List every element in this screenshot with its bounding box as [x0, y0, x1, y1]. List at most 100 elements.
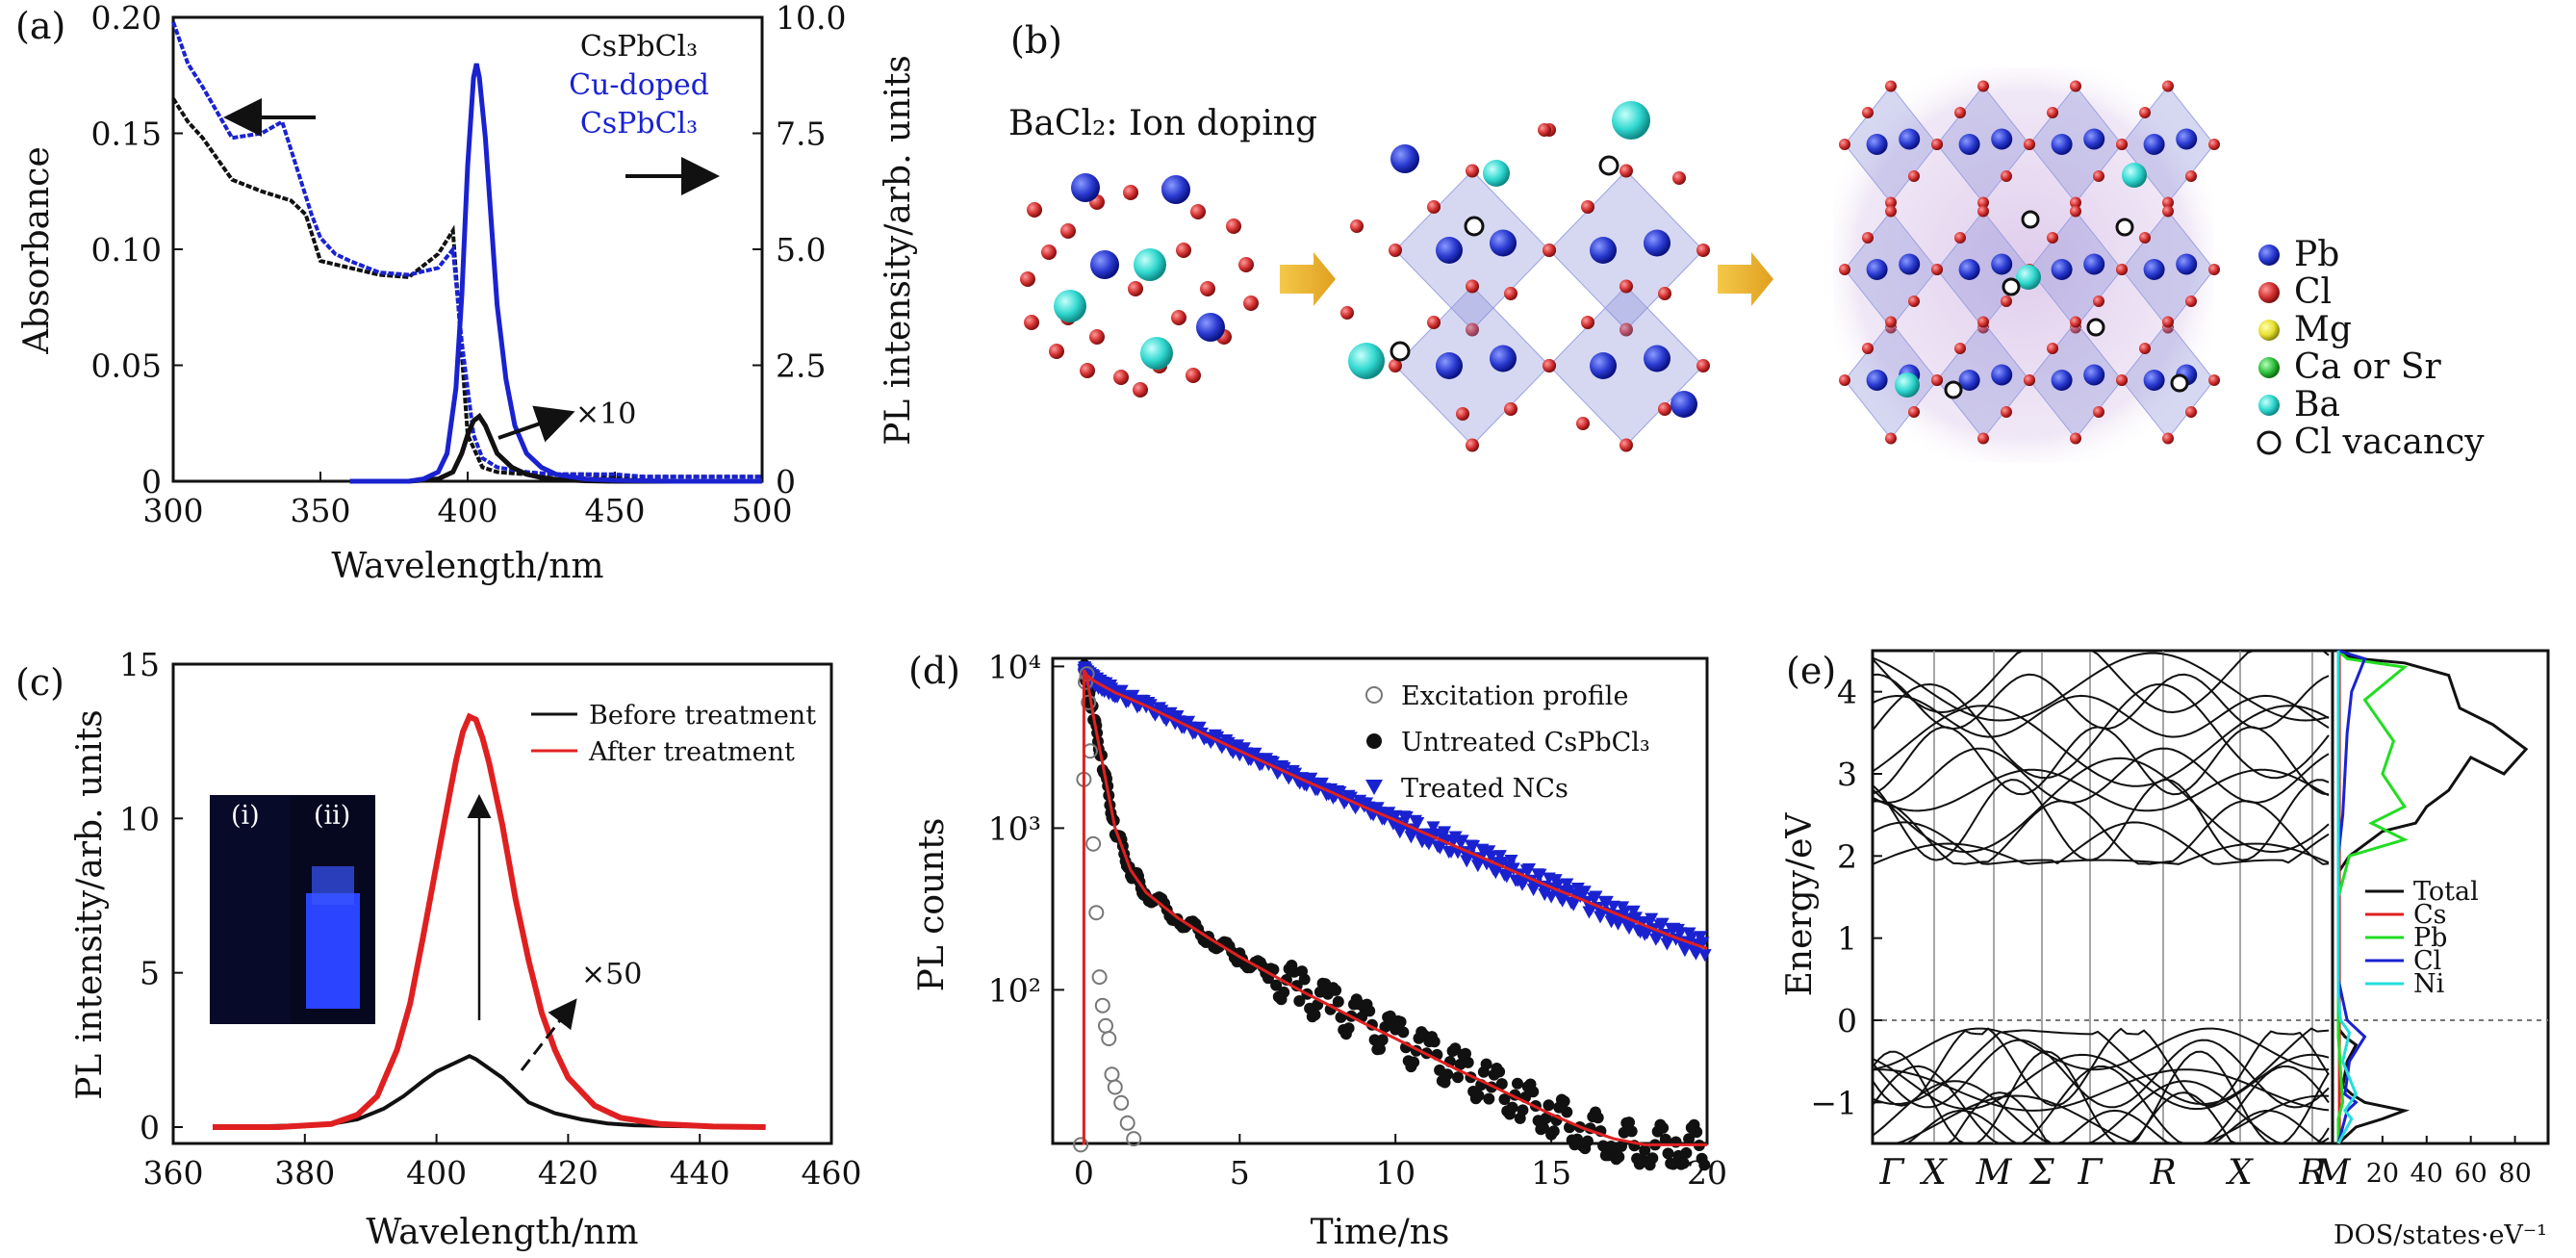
treated-point: [1522, 863, 1536, 876]
atom-pb: [1436, 352, 1463, 379]
panel-a-ytick-right-label: 5.0: [776, 231, 826, 269]
inset-vial-ii-glow: [306, 893, 360, 1009]
atom-pb: [1590, 352, 1617, 379]
panel-c-annotation-arrow: [520, 998, 577, 1071]
legend-swatch: [2258, 395, 2280, 416]
legend-marker-excitation: [1365, 686, 1383, 704]
atom-cl: [1128, 281, 1143, 296]
atom-cl: [1931, 139, 1943, 150]
panel-a-ytick-left-label: 0.15: [91, 116, 162, 153]
panel-d-legend: Excitation profile Untreated CsPbCl₃ Tre…: [1365, 681, 1650, 804]
panel-e-legend-label: Cl: [2413, 946, 2441, 976]
atom-cl: [1186, 368, 1201, 383]
excitation-point: [1094, 997, 1110, 1014]
untreated-point: [1493, 1065, 1506, 1078]
panel-c-legend-1: Before treatment: [589, 701, 816, 731]
atom-pb: [1958, 134, 1980, 155]
atom-ba: [1348, 343, 1385, 379]
octahedron: [1548, 285, 1704, 447]
band-line: [1872, 673, 2330, 731]
panel-e-dos-tick-label: 60: [2455, 1159, 2487, 1189]
atom-pb: [1436, 237, 1463, 264]
band-line: [1872, 757, 2330, 854]
legend-label: Pb: [2294, 235, 2339, 274]
panel-a-ytick-left-label: 0.10: [91, 231, 162, 269]
excitation-point: [1098, 1017, 1113, 1034]
atom-cl: [1977, 432, 1989, 445]
untreated-point: [1558, 1095, 1570, 1108]
legend-label: Cl vacancy: [2294, 423, 2485, 462]
excitation-point: [1104, 1066, 1120, 1083]
atom-cl: [1885, 316, 1897, 328]
panel-d-fit-1: [1083, 669, 1708, 950]
atom-pb: [1090, 250, 1119, 279]
atom-ba: [1054, 290, 1086, 322]
legend-swatch: [2258, 282, 2280, 303]
panel-e-dos-frame: [2331, 649, 2550, 1145]
band-line: [1872, 747, 2330, 804]
atom-cl: [1885, 205, 1897, 218]
panel-e-legend-label: Cs: [2413, 900, 2447, 930]
atom-cl: [2116, 264, 2128, 275]
panel-e-ytick-label: 1: [1837, 920, 1857, 958]
atom-pb: [1899, 253, 1921, 275]
atom-cl: [1885, 432, 1897, 445]
atom-pb: [1644, 345, 1671, 372]
inset-label-i: (i): [231, 801, 260, 831]
panel-b-title: BaCl₂: Ion doping: [1008, 104, 1317, 143]
atom-cl: [1977, 205, 1989, 218]
panel-b-label: (b): [1010, 19, 1062, 62]
atom-pb: [2083, 364, 2105, 386]
excitation-point: [1073, 1137, 1089, 1153]
atom-cl: [1456, 407, 1469, 421]
atom-cl: [1672, 171, 1686, 185]
panel-e-k-label: Γ: [1879, 1153, 1906, 1193]
atom-cl: [1862, 232, 1874, 244]
panel-e-dos-tick-label: 20: [2366, 1159, 2399, 1189]
treated-point: [1606, 900, 1620, 913]
dos-series-4: [2336, 651, 2359, 1144]
atom-ba: [1140, 337, 1173, 370]
untreated-point: [1480, 1058, 1492, 1070]
untreated-point: [1394, 1015, 1407, 1028]
treated-point: [1611, 917, 1625, 931]
treated-point: [1389, 809, 1403, 823]
treated-point: [1697, 949, 1712, 963]
atom-cl: [2162, 196, 2174, 209]
cl-vacancy: [1390, 341, 1411, 362]
untreated-point: [1298, 973, 1311, 986]
panel-a: (a) 300 350 400 450 50000.050.100.150.2002.5…: [15, 0, 918, 586]
band-line: [1872, 1039, 2330, 1109]
legend-label: Ca or Sr: [2294, 347, 2441, 387]
atom-pb: [1958, 370, 1980, 391]
treated-point: [1455, 834, 1469, 848]
excitation-point: [1107, 1079, 1123, 1095]
atom-pb: [2051, 259, 2073, 280]
untreated-point: [1441, 1068, 1454, 1081]
excitation-point: [1119, 1115, 1135, 1131]
treated-point: [1640, 927, 1654, 940]
panel-a-ylabel-right: PL intensity/arb. units: [879, 55, 918, 446]
atom-pb: [1390, 144, 1419, 173]
cl-vacancy: [2170, 373, 2189, 393]
panel-a-series-1: [171, 21, 762, 479]
atom-cl: [2208, 264, 2220, 275]
cl-vacancy: [1464, 216, 1485, 237]
cl-vacancy: [2115, 218, 2134, 237]
atom-cl: [1466, 322, 1479, 337]
panel-c-curves: [212, 712, 766, 1130]
panel-d-label: (d): [908, 650, 960, 692]
treated-point: [1589, 890, 1603, 904]
treated-point: [1499, 870, 1514, 884]
panel-a-xtick-label: 300: [143, 492, 204, 529]
atom-pb: [1866, 370, 1888, 391]
untreated-point: [1680, 1146, 1693, 1159]
panel-d-ylabel: PL counts: [912, 818, 952, 992]
atom-cl: [2001, 406, 2012, 418]
untreated-point: [1527, 1086, 1540, 1098]
atom-cl: [1620, 279, 1633, 294]
panel-a-legend-3: CsPbCl₃: [580, 107, 698, 141]
untreated-point: [1428, 1036, 1441, 1048]
band-line: [1872, 1027, 2330, 1071]
